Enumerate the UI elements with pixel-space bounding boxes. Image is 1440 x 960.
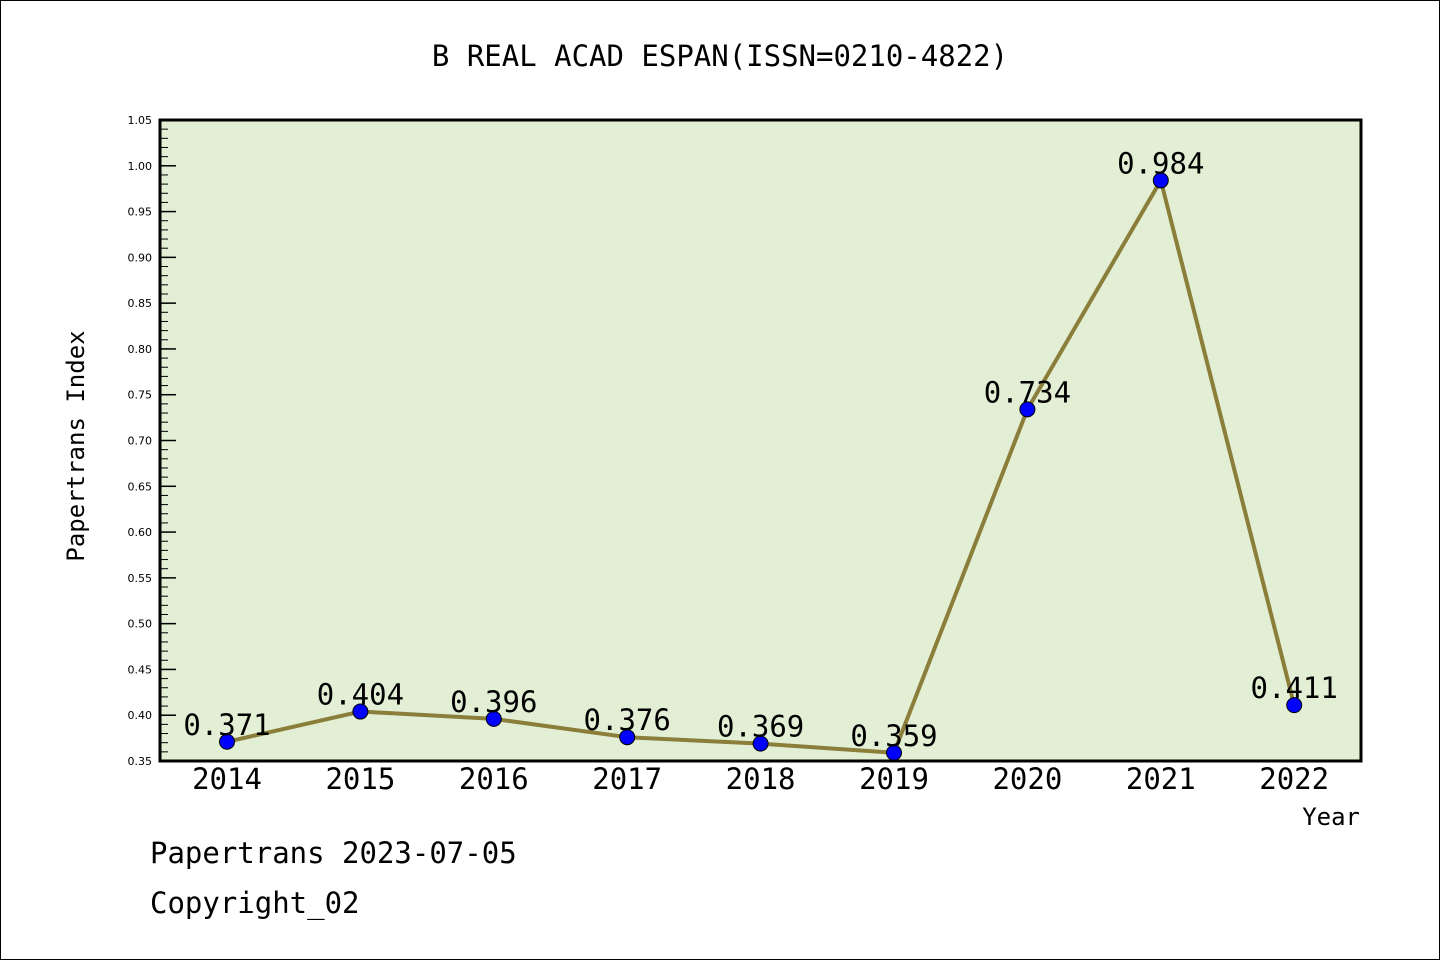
y-tick-label: 0.40 (128, 709, 153, 722)
data-label: 0.404 (317, 678, 404, 712)
footer-source: Papertrans 2023-07-05 (150, 836, 517, 870)
data-label: 0.371 (183, 708, 270, 742)
plot-border (158, 118, 1363, 763)
y-tick-label: 1.05 (128, 114, 153, 127)
data-labels: 0.371 0.404 0.396 0.376 0.369 0.359 0.734 0.984… (183, 146, 1338, 752)
data-markers (219, 172, 1303, 761)
data-point (219, 733, 235, 750)
x-tick-label: 2016 (459, 762, 529, 796)
data-point (485, 710, 502, 727)
data-label: 0.369 (717, 710, 804, 744)
y-tick-label: 0.70 (128, 435, 153, 448)
y-tick-label: 0.95 (128, 206, 153, 219)
x-axis-ticks: 2014 2015 2016 2017 2018 2019 2020 2021 2022 (192, 762, 1329, 796)
x-tick-label: 2019 (859, 762, 929, 796)
data-label: 0.984 (1117, 146, 1204, 180)
data-label: 0.359 (850, 719, 937, 753)
y-tick-label: 0.55 (128, 572, 153, 585)
y-tick-label: 0.80 (128, 343, 153, 356)
y-tick-label: 0.50 (128, 618, 153, 631)
plot-area (160, 120, 1361, 761)
data-label: 0.734 (984, 375, 1071, 409)
y-tick-label: 0.65 (128, 480, 153, 493)
data-label: 0.376 (584, 703, 671, 737)
data-label: 0.396 (450, 685, 537, 719)
data-point (752, 735, 769, 752)
data-point (1152, 172, 1169, 189)
x-tick-label: 2020 (992, 762, 1062, 796)
chart-title: B REAL ACAD ESPAN(ISSN=0210-4822) (432, 39, 1008, 73)
x-tick-label: 2017 (592, 762, 662, 796)
y-tick-label: 0.45 (128, 663, 153, 676)
y-tick-label: 0.90 (128, 251, 153, 264)
y-tick-label: 0.75 (128, 389, 153, 402)
x-tick-label: 2018 (726, 762, 796, 796)
y-tick-label: 1.00 (128, 160, 153, 173)
data-label: 0.411 (1251, 671, 1338, 705)
x-tick-label: 2015 (325, 762, 395, 796)
x-tick-label: 2021 (1126, 762, 1196, 796)
y-tick-label: 0.35 (128, 755, 153, 768)
y-tick-label: 0.85 (128, 297, 153, 310)
data-point (1286, 697, 1303, 714)
data-point (619, 729, 636, 746)
data-point (352, 703, 369, 720)
x-axis-label: Year (1302, 803, 1360, 831)
y-axis-label: Papertrans Index (62, 330, 90, 561)
x-tick-label: 2022 (1259, 762, 1329, 796)
y-axis-ticks: 0.35 0.40 0.45 0.50 0.55 0.60 0.65 0.70 0.75 0.80… (128, 114, 176, 768)
y-tick-label: 0.60 (128, 526, 153, 539)
x-tick-label: 2014 (192, 762, 262, 796)
data-point (1019, 401, 1036, 418)
footer-copyright: Copyright_02 (150, 886, 360, 920)
